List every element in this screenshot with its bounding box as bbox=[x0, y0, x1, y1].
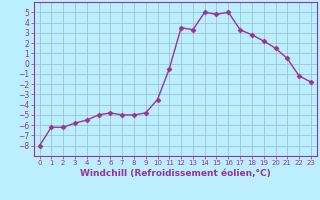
X-axis label: Windchill (Refroidissement éolien,°C): Windchill (Refroidissement éolien,°C) bbox=[80, 169, 271, 178]
